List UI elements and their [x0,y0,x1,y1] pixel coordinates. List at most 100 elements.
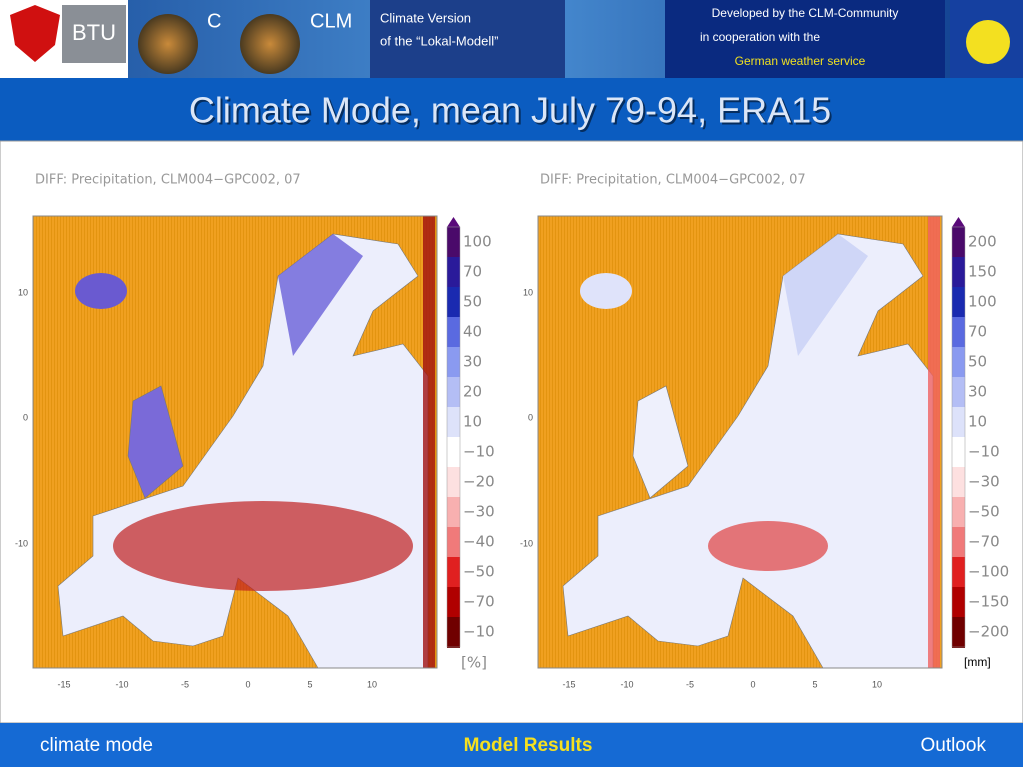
colorbar-label: −30 [968,473,1000,491]
map-frame [32,215,438,669]
colorbar-label: −150 [968,593,1009,611]
colorbar-label: 50 [968,353,987,371]
colorbar-segment [447,257,460,288]
colorbar-segment [447,587,460,618]
anomaly [278,234,363,356]
nav-link[interactable]: climate mode [40,735,153,756]
x-tick-label: 0 [245,679,250,689]
x-tick-label: -10 [620,679,633,689]
colorbar-label: 70 [463,263,482,281]
subtitle: of the “Lokal-Modell” [380,33,499,48]
colorbar-segment [952,317,965,348]
banner-box [370,0,565,78]
colorbar-label: −200 [968,623,1009,641]
colorbar-label: 40 [463,323,482,341]
credit-box [665,0,945,78]
nav-current: Model Results [464,735,593,756]
x-tick-label: 5 [307,679,312,689]
footer [0,723,1023,767]
colorbar-tip [952,217,965,227]
colorbar-segment [952,257,965,288]
colorbar-segment [447,497,460,528]
colorbar-label: 100 [463,233,492,251]
colorbar-label: 10 [968,413,987,431]
colorbar-label: 30 [968,383,987,401]
anomaly [708,521,828,571]
unit-label: [mm] [964,655,991,669]
y-tick-label: 10 [523,287,533,297]
x-tick-label: 5 [812,679,817,689]
anomaly [783,234,868,356]
map [57,216,435,669]
colorbar-label: −20 [463,473,495,491]
colorbar-segment [447,527,460,558]
colorbar-segment [447,377,460,408]
colorbar-segment [447,557,460,588]
colorbar-segment [447,227,460,258]
x-tick-label: -5 [686,679,694,689]
nav-link[interactable]: Outlook [921,735,987,756]
y-tick-label: 0 [23,412,28,422]
colorbar-label: 50 [463,293,482,311]
colorbar-segment [447,407,460,438]
colorbar-segment [447,287,460,318]
credit: Developed by the CLM-Community [712,6,899,20]
colorbar-frame [951,226,966,648]
colorbar-label: 70 [968,323,987,341]
colorbar-label: −50 [463,563,495,581]
subtitle: Climate Version [380,10,471,25]
x-tick-label: 0 [750,679,755,689]
x-tick-label: 10 [367,679,377,689]
colorbar-segment [952,617,965,648]
y-tick-label: -10 [520,538,533,548]
x-tick-label: 10 [872,679,882,689]
colorbar-label: 100 [968,293,997,311]
x-tick-label: -15 [562,679,575,689]
land [127,385,184,499]
colorbar-segment [952,587,965,618]
colorbar-segment [952,557,965,588]
colorbar-label: −10 [463,443,495,461]
x-tick-label: -10 [115,679,128,689]
title-shadow: Climate Mode, mean July 79-94, ERA15 [191,92,833,133]
globe [138,14,198,74]
colorbar-label: −50 [968,503,1000,521]
colorbar-label: −70 [463,593,495,611]
anomaly [113,501,413,591]
y-tick-label: -10 [15,538,28,548]
land [75,273,127,309]
map-frame [537,215,943,669]
globe [240,14,300,74]
x-tick-label: -5 [181,679,189,689]
colorbar-segment [952,407,965,438]
border-strip [423,216,435,668]
colorbar-segment [447,467,460,498]
colorbar-segment [952,227,965,258]
land [580,273,632,309]
colorbar-label: −30 [463,503,495,521]
title-bar [0,78,1023,141]
y-tick-label: 10 [18,287,28,297]
colorbar-segment [447,437,460,468]
colorbar-segment [952,287,965,318]
border-strip [928,216,940,668]
colorbar-segment [952,497,965,528]
colorbar-segment [952,467,965,498]
brand: CLM [310,10,352,32]
colorbar-label: 30 [463,353,482,371]
colorbar-label: −70 [968,533,1000,551]
credit: in cooperation with the [700,30,820,44]
colorbar-tip [447,217,460,227]
credit: German weather service [735,54,866,68]
colorbar-segment [952,347,965,378]
colorbar-segment [952,437,965,468]
land [632,385,689,499]
brand: C [207,10,221,32]
dwd-logo [966,20,1010,64]
colorbar-label: −10 [968,443,1000,461]
colorbar-segment [447,617,460,648]
colorbar-label: 150 [968,263,997,281]
panel-title: DIFF: Precipitation, CLM004−GPC002, 07 [540,173,806,188]
title: Climate Mode, mean July 79-94, ERA15 [189,90,831,131]
